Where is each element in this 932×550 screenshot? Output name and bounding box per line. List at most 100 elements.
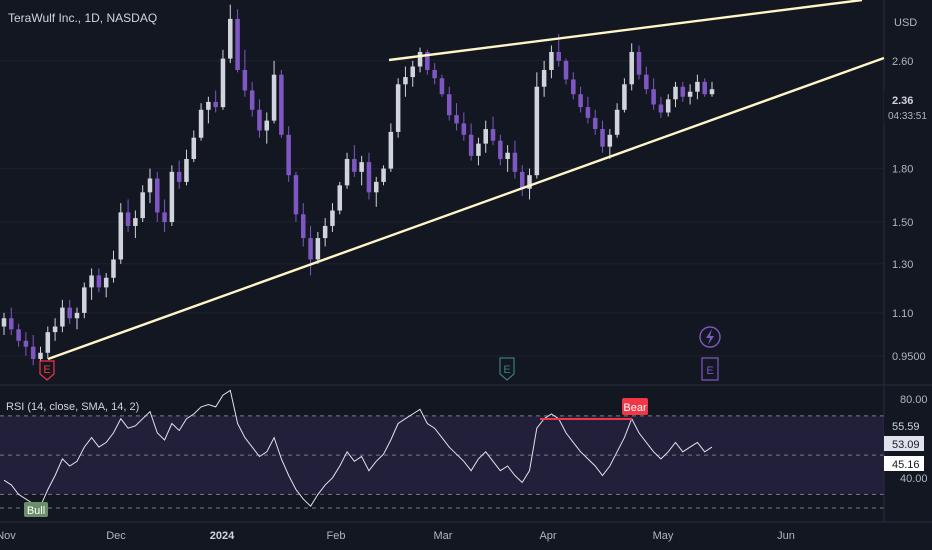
candle-body	[118, 212, 124, 260]
candle-body	[614, 109, 620, 135]
svg-text:Bull: Bull	[27, 505, 45, 517]
earnings-marker-nov[interactable]: E	[39, 360, 55, 381]
candle-body	[206, 101, 211, 110]
candle-body	[417, 51, 423, 67]
candle-body	[249, 90, 255, 110]
earnings-marker-mar[interactable]: E	[499, 357, 515, 381]
candle-body	[16, 329, 21, 341]
candle-body	[89, 275, 94, 288]
candle-body	[629, 51, 634, 85]
candle-body	[483, 129, 488, 144]
time-tick-label: Nov	[0, 530, 16, 542]
candle-body	[133, 218, 138, 226]
candle-body	[410, 66, 416, 78]
candle-body	[191, 137, 197, 159]
candle-body	[96, 275, 102, 288]
candle-body	[425, 51, 430, 70]
upper-trendline[interactable]	[388, 0, 863, 62]
candle-body	[673, 86, 678, 100]
candle-body	[578, 94, 583, 108]
candle-body	[519, 171, 525, 189]
price-tick-label: 1.30	[892, 259, 913, 271]
candle-body	[622, 84, 627, 110]
time-axis[interactable]: Nov Dec 2024 Feb Mar Apr May Jun	[0, 530, 795, 542]
earnings-marker-may[interactable]: E	[701, 357, 719, 381]
symbol-title: TeraWulf Inc., 1D, NASDAQ	[8, 11, 157, 25]
candle-body	[162, 212, 167, 223]
candle-body	[556, 51, 561, 61]
svg-text:E: E	[706, 365, 713, 377]
candle-body	[446, 94, 452, 116]
candle-body	[23, 340, 29, 347]
candle-body	[286, 134, 291, 176]
lower-trendline[interactable]	[47, 56, 885, 361]
candle-body	[257, 109, 262, 131]
rsi-value-label-upper: 55.59	[884, 418, 924, 433]
candle-body	[147, 178, 153, 193]
candle-body	[45, 332, 51, 353]
candle-body	[563, 60, 569, 80]
candle-body	[403, 77, 408, 85]
candle-body	[585, 107, 591, 118]
svg-text:E: E	[503, 364, 510, 376]
candle-body	[293, 175, 299, 215]
svg-text:45.16: 45.16	[892, 459, 920, 471]
candle-body	[30, 346, 36, 359]
candle-body	[198, 109, 204, 138]
last-price-tag: 2.36 04:33:51	[884, 91, 932, 123]
candle-body	[665, 99, 671, 113]
price-tick-label: 1.80	[892, 164, 913, 176]
candle-body	[381, 168, 386, 182]
candle-body	[60, 307, 65, 327]
currency-label: USD	[894, 17, 917, 29]
candle-body	[176, 171, 182, 182]
time-tick-label: Feb	[327, 530, 346, 542]
time-tick-label: Apr	[539, 530, 556, 542]
candle-body	[228, 18, 233, 59]
price-tick-label: 1.50	[892, 217, 913, 229]
candle-body	[687, 91, 693, 97]
candle-body	[352, 158, 357, 172]
candle-body	[432, 69, 437, 79]
svg-text:E: E	[43, 364, 50, 376]
candle-body	[680, 86, 686, 97]
candle-body	[695, 81, 700, 92]
candle-body	[709, 89, 715, 95]
candle-body	[607, 134, 613, 147]
rsi-title: RSI (14, close, SMA, 14, 2)	[6, 401, 139, 413]
candle-body	[476, 143, 481, 156]
candle-body	[279, 74, 284, 135]
candle-body	[439, 78, 445, 95]
candle-body	[140, 192, 145, 219]
candle-body	[337, 185, 343, 211]
candle-body	[702, 81, 707, 95]
candle-body	[213, 101, 218, 108]
candle-body	[592, 117, 598, 130]
candle-body	[454, 115, 459, 124]
rsi-value-label-current: 53.09	[884, 436, 924, 451]
candle-body	[636, 51, 642, 75]
candle-body	[388, 131, 394, 169]
dividend-bolt-icon[interactable]	[699, 326, 721, 348]
bear-signal-label: Bear	[622, 398, 648, 415]
candle-body	[541, 69, 547, 87]
price-axis[interactable]: 2.60 1.80 1.50 1.30 1.10 0.9500	[892, 56, 926, 363]
candle-body	[155, 178, 160, 213]
candle-body	[52, 326, 58, 333]
time-tick-label: May	[653, 530, 674, 542]
candle-body	[271, 74, 277, 121]
last-price: 2.36	[892, 95, 913, 107]
candle-body	[315, 238, 321, 260]
countdown: 04:33:51	[888, 111, 927, 122]
candle-body	[38, 352, 43, 359]
candle-body	[527, 175, 532, 189]
rsi-line	[3, 389, 713, 507]
candle-body	[242, 69, 248, 91]
candle-body	[322, 225, 328, 239]
rsi-value-label-sma: 45.16	[884, 456, 924, 471]
svg-text:Bear: Bear	[623, 402, 647, 414]
candle-body	[359, 162, 364, 172]
candle-body	[235, 18, 240, 70]
candle-body	[184, 158, 189, 182]
